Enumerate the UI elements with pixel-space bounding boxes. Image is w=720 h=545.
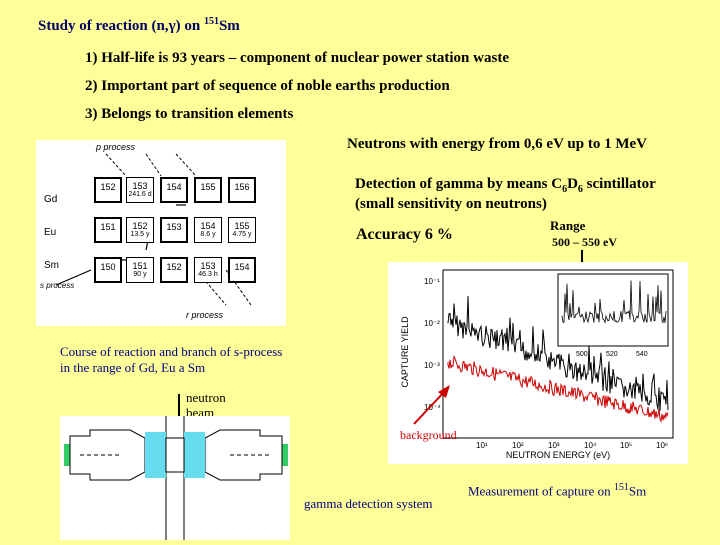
ytick-2: 10⁻² [424,319,440,328]
nuclide-eu-154: 154 8.6 y [194,217,222,243]
point-1: 1) Half-life is 93 years – component of … [85,50,509,66]
neutrons-text: Neutrons with energy from 0,6 eV up to 1… [347,136,647,152]
capture-plot: CAPTURE YIELD NEUTRON ENERGY (eV) 10⁻¹ 1… [388,262,688,464]
range-label: Range [550,218,586,233]
point-3: 3) Belongs to transition elements [85,106,294,122]
nuclide-sm-153: 153 46.3 h [194,257,222,283]
plot-xlabel: NEUTRON ENERGY (eV) [506,450,610,460]
ytick-1: 10⁻¹ [424,277,440,286]
course-caption: Course of reaction and branch of s-proce… [60,344,282,376]
detection-line-2: (small sensitivity on neutrons) [355,196,547,212]
nuclide-gd-154: 154 [160,177,188,203]
s-process-label: s process [40,281,75,290]
element-gd: Gd [44,194,58,205]
nuclide-gd-155: 155 [194,177,222,203]
accuracy-text: Accuracy 6 % [356,226,453,243]
process-diagram: p process r process s process Gd Eu Sm 1… [36,140,286,326]
detection-line-1: Detection of gamma by means C6D6 scintil… [355,176,656,195]
nuclide-gd-152: 152 [94,177,122,203]
point-2: 2) Important part of sequence of noble e… [85,78,450,94]
inset-tick-2: 520 [606,351,618,358]
inset-tick-1: 500 [576,351,588,358]
xtick-3: 10³ [548,441,560,450]
plot-ylabel: CAPTURE YIELD [400,316,410,388]
p-process-label: p process [96,142,136,152]
nuclide-eu-155: 155 4.75 y [228,217,256,243]
capture-data-trace [447,296,669,411]
capture-plot-svg: CAPTURE YIELD NEUTRON ENERGY (eV) 10⁻¹ 1… [400,269,674,460]
background-arrow [413,385,450,425]
nuclide-gd-153: 153 241.6 d [126,177,154,203]
detector-svg [64,416,288,540]
gamma-system-caption: gamma detection system [304,496,433,511]
nuclide-sm-151: 151 90 y [126,257,154,283]
inset-frame [557,273,669,347]
ytick-4: 10⁻⁴ [424,403,441,412]
nuclide-eu-153: 153 [160,217,188,243]
xtick-5: 10⁵ [620,441,632,450]
xtick-6: 10⁶ [656,441,668,450]
nuclide-sm-150: 150 [94,257,122,283]
element-eu: Eu [44,227,57,238]
ytick-3: 10⁻³ [424,361,440,370]
nuclide-eu-151: 151 [94,217,122,243]
xtick-1: 10¹ [476,441,488,450]
detector-drawing [60,416,290,540]
course-caption-line-2: in the range of Gd, Eu a Sm [60,360,206,375]
background-data-trace [447,355,669,424]
nuclide-sm-152: 152 [160,257,188,283]
background-label: background [400,428,457,442]
nuclide-eu-152: 152 13.5 y [126,217,154,243]
nuclide-sm-154: 154 [228,257,256,283]
course-caption-line-1: Course of reaction and branch of s-proce… [60,344,283,359]
slide-title: Study of reaction (n,γ) on 151Sm [38,16,240,34]
xtick-2: 10² [512,441,524,450]
measurement-caption: Measurement of capture on 151Sm [468,482,647,499]
neutron-beam-line-1: neutron [186,390,226,405]
element-sm: Sm [44,260,59,271]
inset-data-trace [561,280,667,324]
r-process-label: r process [186,310,224,320]
range-value: 500 – 550 eV [552,235,617,249]
xtick-4: 10⁴ [584,441,597,450]
inset-tick-3: 540 [636,351,648,358]
nuclide-gd-156: 156 [228,177,256,203]
